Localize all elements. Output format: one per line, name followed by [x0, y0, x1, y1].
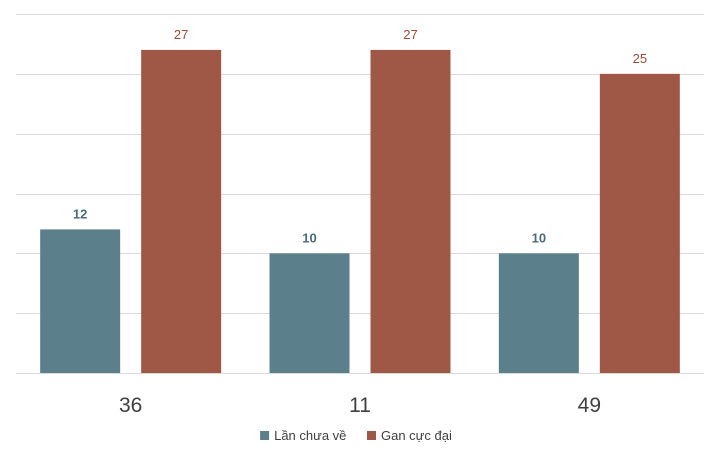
legend-swatch	[367, 431, 376, 440]
x-tick-label: 49	[578, 394, 601, 417]
data-label: 25	[633, 51, 647, 66]
legend-swatch	[260, 431, 270, 440]
x-tick-label: 11	[349, 394, 371, 417]
data-label: 10	[532, 230, 546, 245]
data-labels: 12 27 10 27 10 25	[73, 27, 647, 245]
legend: Lần chưa về Gan cực đại	[260, 428, 452, 443]
gridlines	[16, 14, 704, 374]
bar-lan-chua-ve-11	[269, 253, 350, 373]
bar-gan-cuc-dai-36	[141, 49, 222, 374]
bar-lan-chua-ve-36	[40, 229, 121, 373]
data-label: 12	[73, 206, 87, 221]
legend-label: Lần chưa về	[274, 428, 346, 443]
legend-item: Lần chưa về	[260, 428, 346, 443]
bar-gan-cuc-dai-49	[599, 73, 680, 373]
bar-gan-cuc-dai-11	[370, 49, 451, 374]
data-label: 27	[174, 27, 188, 42]
bars	[40, 49, 680, 374]
x-axis: 36 11 49	[119, 394, 601, 417]
legend-label: Gan cực đại	[381, 428, 452, 443]
data-label: 27	[403, 27, 417, 42]
bar-lan-chua-ve-49	[498, 253, 579, 373]
x-tick-label: 36	[119, 394, 142, 417]
legend-item: Gan cực đại	[367, 428, 452, 443]
data-label: 10	[302, 230, 316, 245]
